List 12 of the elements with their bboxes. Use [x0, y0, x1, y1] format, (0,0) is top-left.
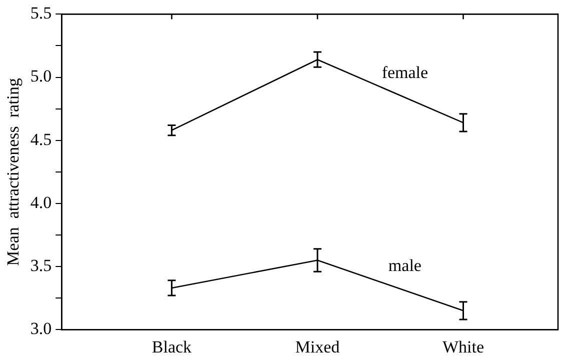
- x-tick-label: Mixed: [295, 337, 340, 356]
- x-tick-label: White: [442, 337, 484, 356]
- y-tick-label: 5.0: [30, 66, 52, 86]
- y-tick-label: 5.5: [30, 4, 52, 23]
- y-axis-title: Mean attractiveness rating: [4, 77, 23, 266]
- y-tick-label: 3.0: [30, 319, 52, 338]
- y-tick-label: 3.5: [30, 256, 52, 275]
- series-label: male: [388, 256, 422, 275]
- series-label: female: [382, 62, 428, 82]
- x-tick-label: Black: [152, 337, 192, 356]
- y-tick-label: 4.0: [30, 192, 52, 212]
- y-tick-label: 4.5: [30, 130, 52, 149]
